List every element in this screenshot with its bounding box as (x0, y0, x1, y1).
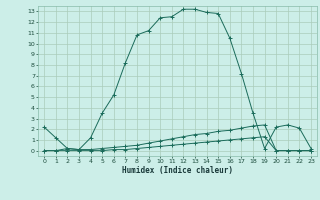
X-axis label: Humidex (Indice chaleur): Humidex (Indice chaleur) (122, 166, 233, 175)
